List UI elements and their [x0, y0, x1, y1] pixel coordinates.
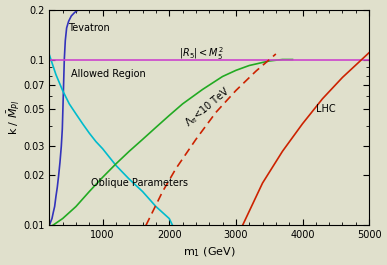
Text: Tevatron: Tevatron: [68, 23, 110, 33]
Text: $|R_5|<M_5^2$: $|R_5|<M_5^2$: [179, 46, 224, 62]
Text: LHC: LHC: [316, 104, 336, 114]
Y-axis label: k / $\bar{M}_{Pl}$: k / $\bar{M}_{Pl}$: [5, 100, 22, 135]
X-axis label: m$_1$ (GeV): m$_1$ (GeV): [183, 246, 236, 259]
Text: Oblique Parameters: Oblique Parameters: [91, 178, 188, 188]
Text: $\Lambda_\pi$<10 TeV: $\Lambda_\pi$<10 TeV: [183, 83, 234, 130]
Text: Allowed Region: Allowed Region: [71, 69, 146, 79]
